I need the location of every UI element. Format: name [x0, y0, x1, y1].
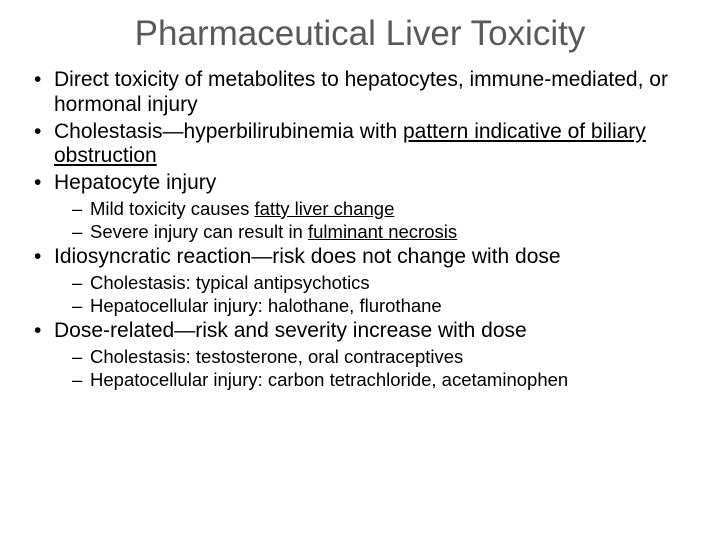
- underlined-text: fulminant necrosis: [308, 221, 457, 242]
- slide-title: Pharmaceutical Liver Toxicity: [28, 14, 692, 54]
- sub-bullet-text: Hepatocellular injury: carbon tetrachlor…: [90, 369, 568, 390]
- sub-bullet-item: Cholestasis: testosterone, oral contrace…: [54, 346, 692, 368]
- sub-bullet-text: Severe injury can result in: [90, 221, 308, 242]
- sub-bullet-list: Cholestasis: testosterone, oral contrace…: [54, 346, 692, 391]
- underlined-text: fatty liver change: [255, 198, 395, 219]
- sub-bullet-text: Cholestasis: typical antipsychotics: [90, 272, 370, 293]
- bullet-text: Hepatocyte injury: [54, 171, 216, 194]
- sub-bullet-list: Mild toxicity causes fatty liver change …: [54, 198, 692, 243]
- sub-bullet-text: Cholestasis: testosterone, oral contrace…: [90, 346, 463, 367]
- sub-bullet-text: Mild toxicity causes: [90, 198, 255, 219]
- bullet-item: Idiosyncratic reaction—risk does not cha…: [28, 245, 692, 317]
- sub-bullet-item: Cholestasis: typical antipsychotics: [54, 272, 692, 294]
- bullet-item: Cholestasis—hyperbilirubinemia with patt…: [28, 120, 692, 170]
- bullet-text: Cholestasis—hyperbilirubinemia with: [54, 120, 403, 143]
- bullet-text: Dose-related—risk and severity increase …: [54, 319, 527, 342]
- bullet-text: Idiosyncratic reaction—risk does not cha…: [54, 245, 561, 268]
- bullet-list: Direct toxicity of metabolites to hepato…: [28, 68, 692, 391]
- sub-bullet-list: Cholestasis: typical antipsychotics Hepa…: [54, 272, 692, 317]
- slide: Pharmaceutical Liver Toxicity Direct tox…: [0, 0, 720, 540]
- sub-bullet-text: Hepatocellular injury: halothane, flurot…: [90, 295, 442, 316]
- bullet-item: Dose-related—risk and severity increase …: [28, 319, 692, 391]
- sub-bullet-item: Hepatocellular injury: carbon tetrachlor…: [54, 369, 692, 391]
- bullet-item: Direct toxicity of metabolites to hepato…: [28, 68, 692, 118]
- sub-bullet-item: Hepatocellular injury: halothane, flurot…: [54, 295, 692, 317]
- sub-bullet-item: Mild toxicity causes fatty liver change: [54, 198, 692, 220]
- sub-bullet-item: Severe injury can result in fulminant ne…: [54, 221, 692, 243]
- bullet-item: Hepatocyte injury Mild toxicity causes f…: [28, 171, 692, 243]
- bullet-text: Direct toxicity of metabolites to hepato…: [54, 68, 668, 116]
